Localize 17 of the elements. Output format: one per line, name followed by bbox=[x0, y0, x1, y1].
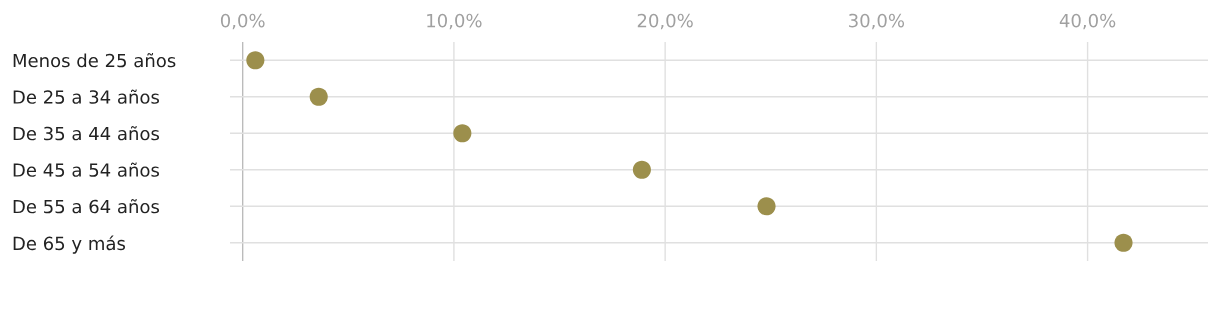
y-tick-label: De 65 y más bbox=[13, 235, 126, 254]
point bbox=[246, 51, 265, 70]
x-tick-label: 30,0% bbox=[849, 13, 905, 30]
point bbox=[757, 197, 776, 216]
point bbox=[632, 160, 651, 179]
x-tick-label: 0,0% bbox=[220, 13, 265, 30]
y-tick-label: Menos de 25 años bbox=[13, 53, 176, 68]
y-tick-label: De 25 a 34 años bbox=[13, 89, 160, 104]
point bbox=[453, 124, 472, 143]
x-tick-label: 10,0% bbox=[427, 13, 482, 30]
point bbox=[1114, 233, 1133, 252]
point bbox=[309, 87, 328, 106]
y-tick-label: De 55 a 64 años bbox=[13, 199, 160, 214]
y-tick-label: De 35 a 44 años bbox=[13, 126, 160, 141]
x-tick-label: 40,0% bbox=[1059, 13, 1116, 30]
y-tick-label: De 45 a 54 años bbox=[13, 162, 160, 177]
x-tick-label: 20,0% bbox=[637, 13, 693, 30]
